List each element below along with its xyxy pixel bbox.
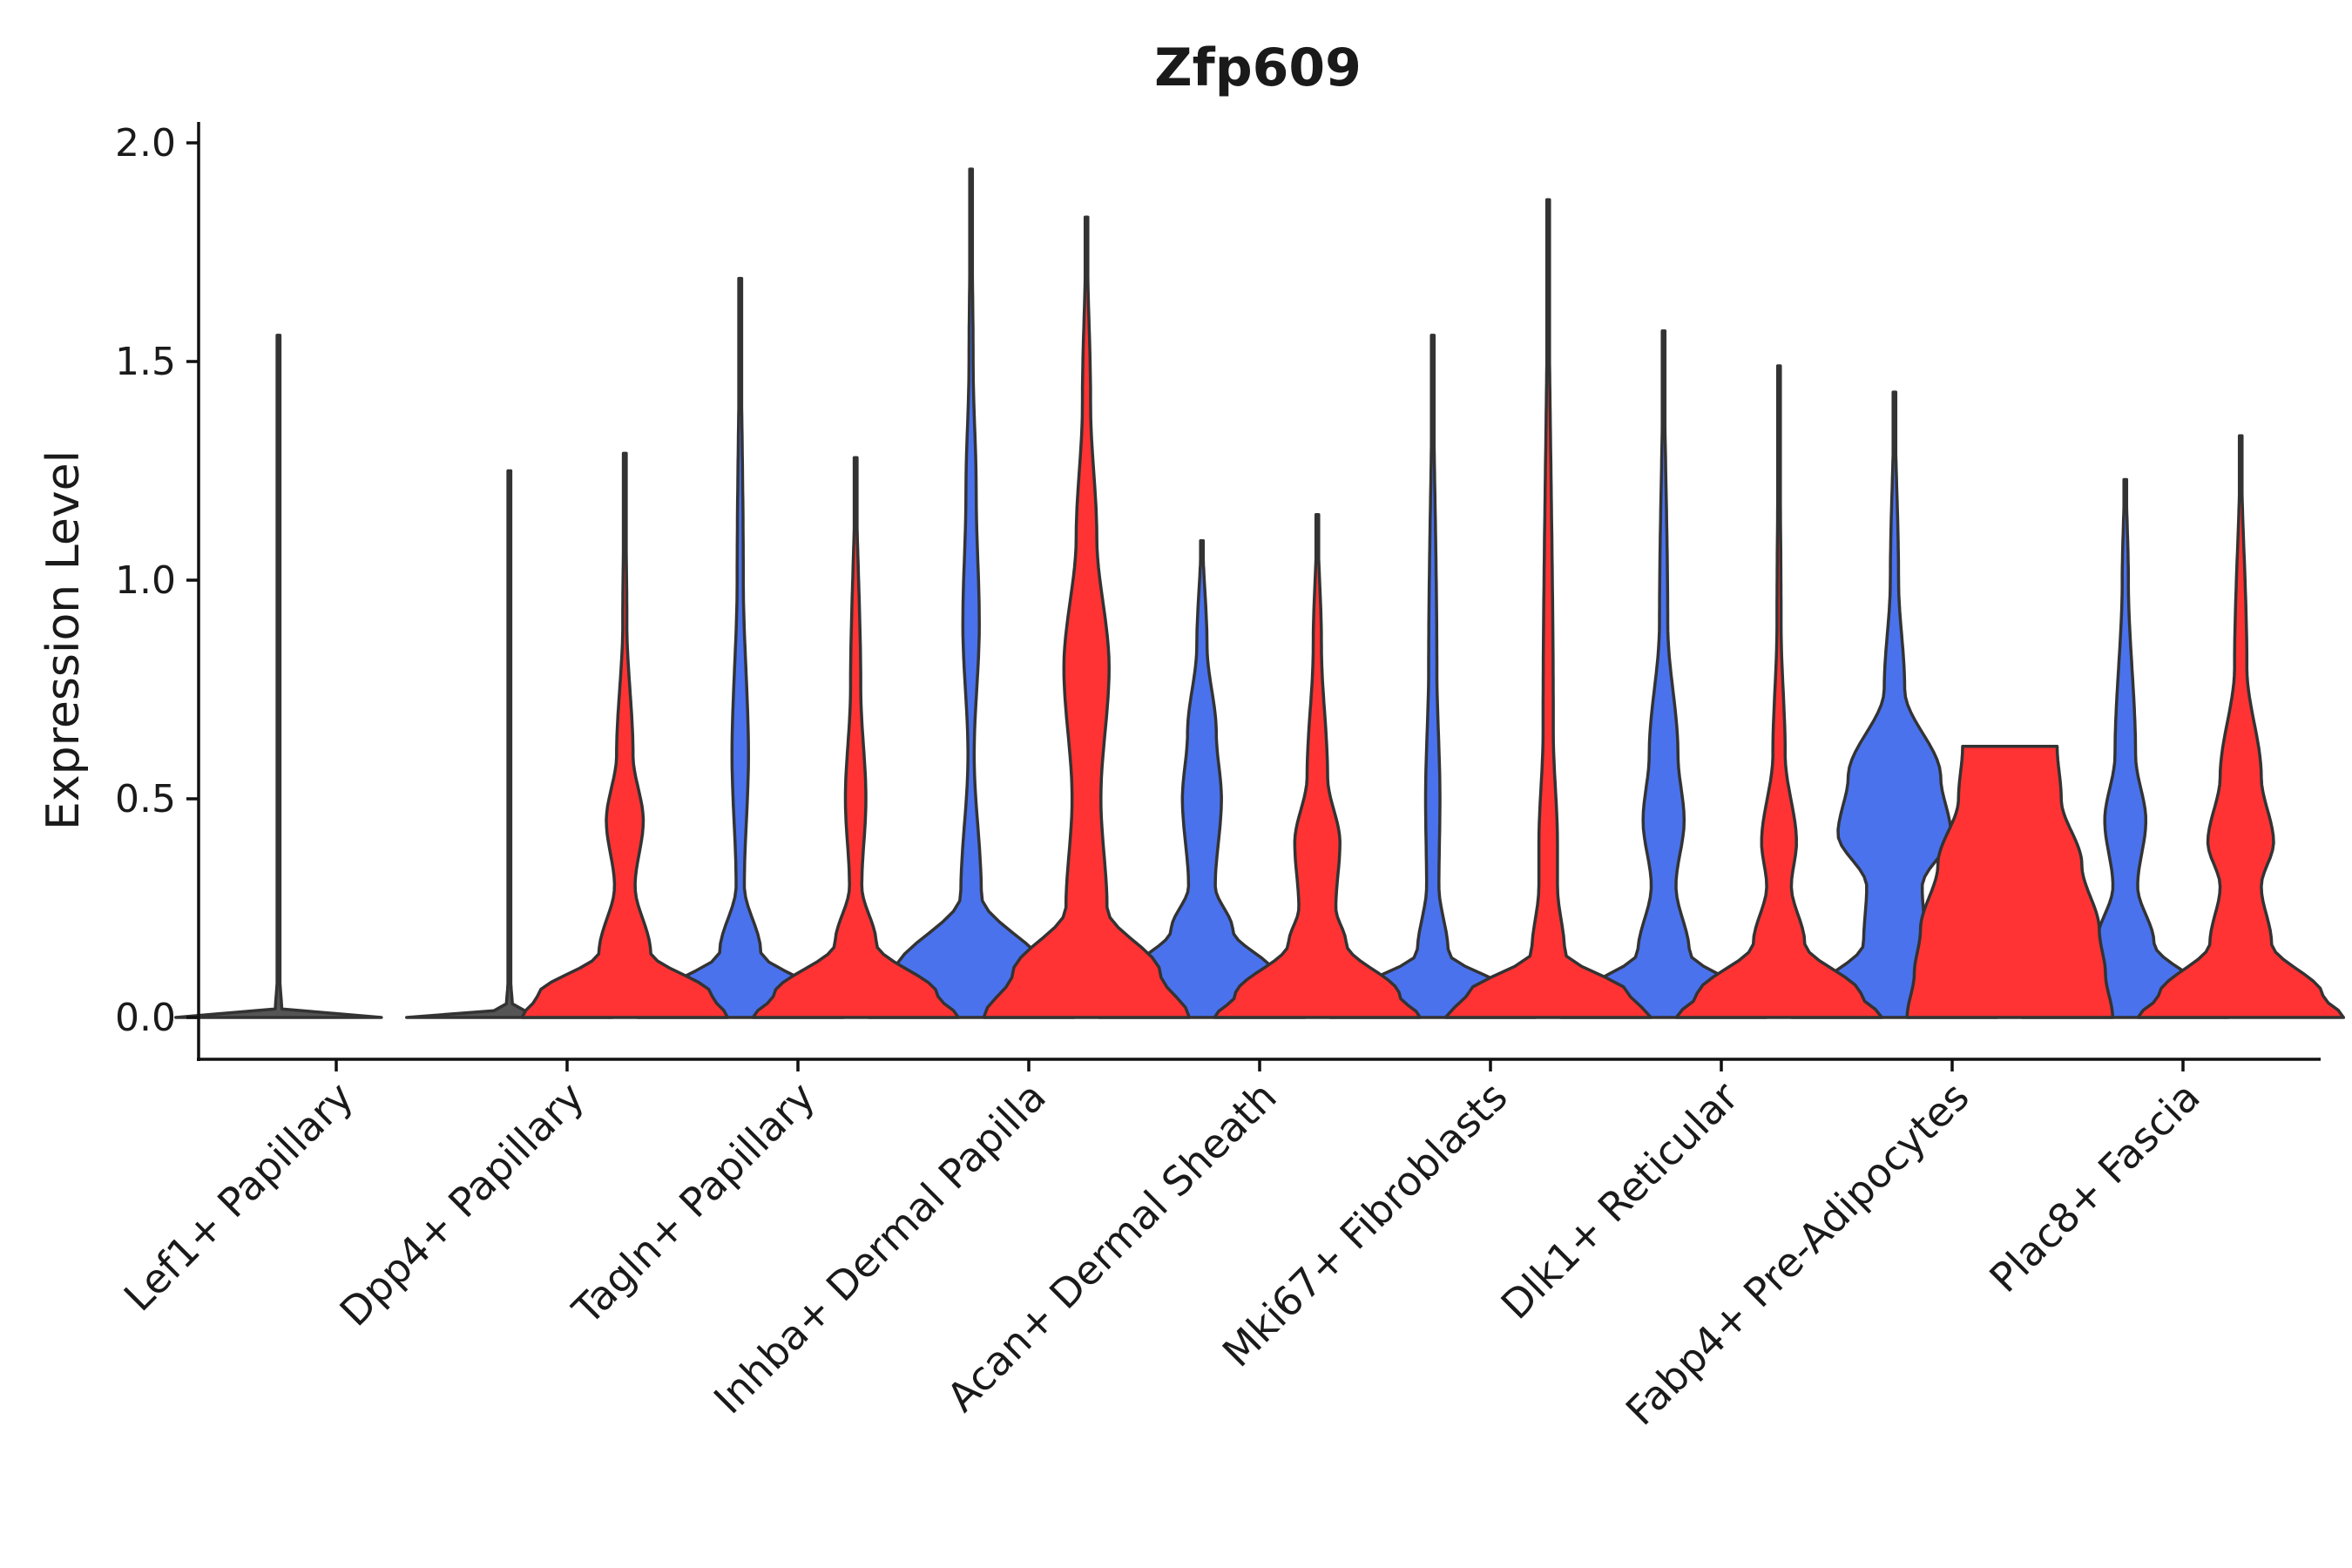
chart-title: Zfp609 bbox=[1154, 37, 1362, 98]
violin-group2-2 bbox=[751, 456, 961, 1019]
violin-group2-3 bbox=[982, 215, 1192, 1019]
y-tick-label: 2.0 bbox=[115, 121, 176, 166]
y-tick-label: 0.5 bbox=[115, 777, 176, 821]
violin-group2-8 bbox=[2136, 434, 2346, 1019]
violin-group1-2 bbox=[636, 276, 845, 1019]
x-tick-label: Lef1+ Papillary bbox=[115, 1073, 362, 1321]
violin-group1-1 bbox=[405, 469, 614, 1019]
y-tick-label: 1.0 bbox=[115, 558, 176, 603]
y-axis-label: Expression Level bbox=[37, 450, 90, 830]
violin-group1-0 bbox=[174, 334, 383, 1019]
violin-group1-4 bbox=[1098, 539, 1307, 1019]
violin-group2-6 bbox=[1674, 364, 1884, 1019]
x-tick-label: Dpp4+ Papillary bbox=[331, 1073, 593, 1335]
violin-group2-7 bbox=[1905, 745, 2115, 1019]
x-tick-label: Dlk1+ Reticular bbox=[1492, 1073, 1747, 1328]
y-tick-label: 1.5 bbox=[115, 340, 176, 384]
violin-group1-8 bbox=[2021, 477, 2230, 1019]
x-tick-label: Tagln+ Papillary bbox=[563, 1073, 824, 1335]
violin-group1-7 bbox=[1790, 390, 1999, 1019]
violin-group2-4 bbox=[1213, 512, 1423, 1019]
x-tick-label: Plac8+ Fascia bbox=[1980, 1073, 2208, 1301]
violin-group1-3 bbox=[867, 167, 1076, 1019]
violin-group2-1 bbox=[520, 451, 730, 1019]
violin-group2-5 bbox=[1443, 198, 1653, 1019]
violin-group1-5 bbox=[1328, 334, 1538, 1019]
y-tick-label: 0.0 bbox=[115, 996, 176, 1040]
violins-layer bbox=[174, 167, 2346, 1019]
y-ticks-layer: 0.0 0.5 1.0 1.5 2.0 bbox=[115, 121, 199, 1040]
violin-group1-6 bbox=[1559, 329, 1768, 1019]
